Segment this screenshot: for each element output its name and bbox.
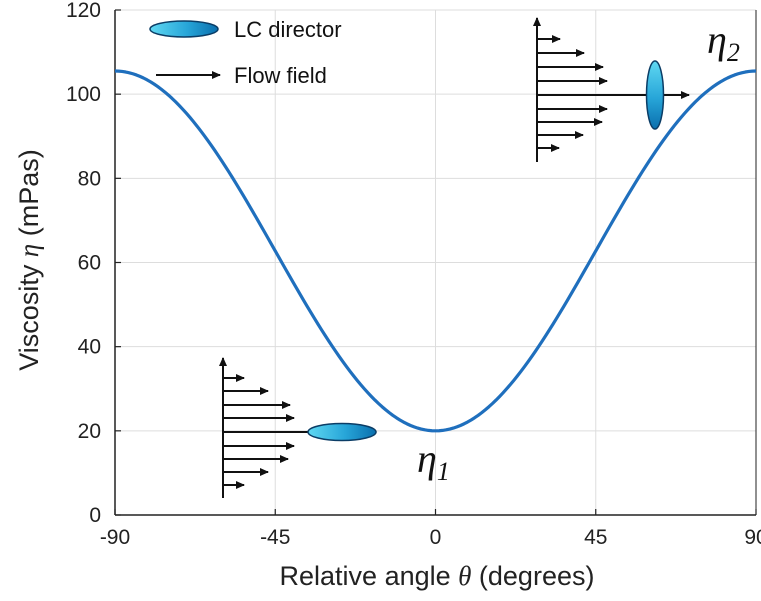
eta1-symbol: η (417, 436, 437, 481)
series (114, 69, 757, 433)
y-tick-label: 40 (78, 336, 101, 359)
lc-director-horizontal (307, 422, 377, 442)
x-tick-label: 0 (430, 526, 442, 549)
y-tick-label: 80 (78, 167, 101, 190)
y-axis-title-unit: (mPas) (14, 149, 44, 244)
axes (114, 9, 757, 516)
y-tick-label: 0 (89, 504, 101, 527)
eta2-symbol: η (707, 17, 727, 62)
lc-director-vertical (645, 60, 665, 130)
eta1-annotation: η1 (417, 436, 450, 486)
x-axis-title: Relative angle θ (degrees) (280, 561, 595, 591)
x-axis-title-prefix: Relative angle (280, 561, 459, 591)
x-tick-label: -45 (260, 526, 290, 549)
y-tick-label: 120 (66, 0, 101, 22)
eta2-annotation: η2 (707, 17, 740, 67)
flow-profile-parallel (219, 357, 377, 498)
viscosity-curve (114, 69, 757, 433)
legend-flow-field-label: Flow field (234, 63, 327, 88)
eta2-subscript: 2 (727, 38, 740, 67)
flow-profile-perpendicular (533, 17, 690, 162)
eta-symbol: η (14, 244, 44, 257)
y-axis-title: Viscosity η (mPas) (14, 149, 44, 370)
x-tick-label: -90 (100, 526, 130, 549)
x-tick-label: 45 (584, 526, 607, 549)
y-tick-label: 20 (78, 420, 101, 443)
y-axis-title-prefix: Viscosity (14, 257, 44, 371)
legend-lc-director-label: LC director (234, 17, 342, 42)
y-tick-label: 60 (78, 252, 101, 275)
legend-lc-director-marker (149, 20, 219, 38)
eta1-subscript: 1 (437, 457, 450, 486)
theta-symbol: θ (458, 561, 471, 591)
x-axis-title-unit: (degrees) (471, 561, 594, 591)
legend: LC director Flow field (149, 17, 342, 88)
x-tick-label: 90 (744, 526, 761, 549)
y-tick-label: 100 (66, 83, 101, 106)
tick-labels: -90 -45 0 45 90 0 20 40 60 80 100 120 (66, 0, 761, 549)
